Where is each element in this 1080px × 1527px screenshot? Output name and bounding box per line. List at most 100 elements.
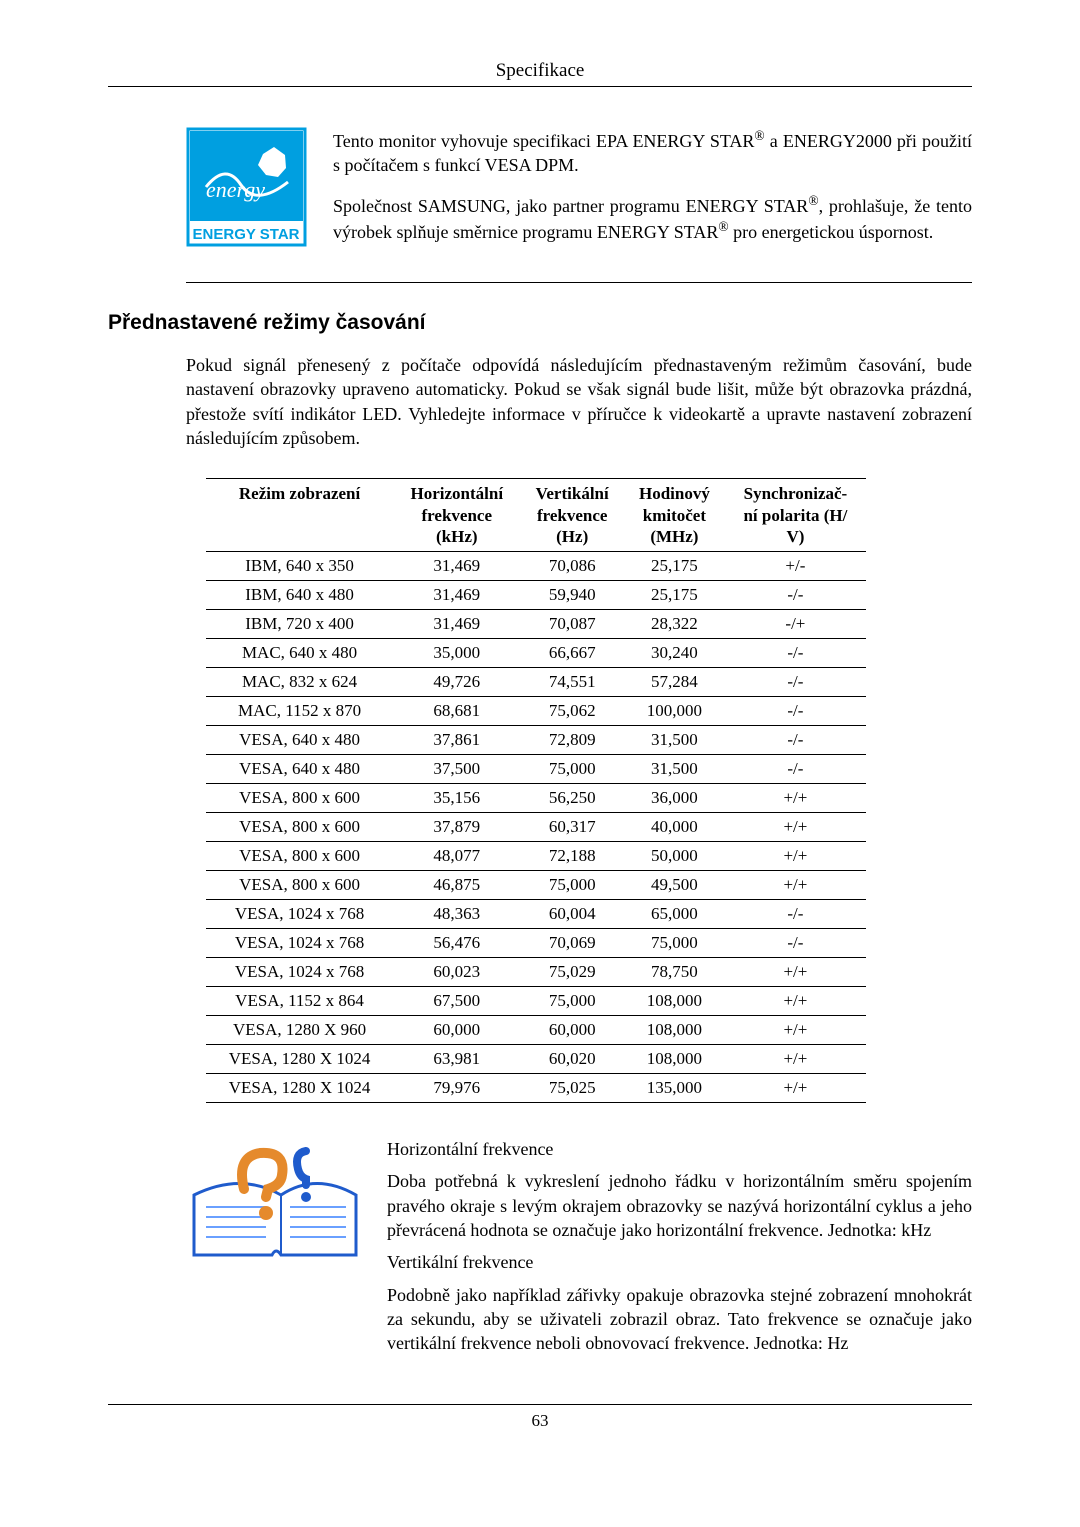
- table-col-header: Hodinovýkmitočet(MHz): [624, 479, 725, 552]
- table-row: IBM, 640 x 48031,46959,94025,175-/-: [206, 581, 866, 610]
- table-cell: 72,809: [520, 726, 624, 755]
- table-cell: VESA, 1152 x 864: [206, 987, 393, 1016]
- table-row: MAC, 832 x 62449,72674,55157,284-/-: [206, 668, 866, 697]
- h-freq-body: Doba potřebná k vykreslení jednoho řádku…: [387, 1169, 972, 1242]
- table-row: VESA, 800 x 60037,87960,31740,000+/+: [206, 813, 866, 842]
- table-cell: 49,500: [624, 871, 725, 900]
- energy-star-text: Tento monitor vyhovuje specifikaci EPA E…: [333, 127, 972, 258]
- table-cell: 31,500: [624, 726, 725, 755]
- frequency-text: Horizontální frekvence Doba potřebná k v…: [387, 1137, 972, 1363]
- table-row: MAC, 640 x 48035,00066,66730,240-/-: [206, 639, 866, 668]
- table-cell: 50,000: [624, 842, 725, 871]
- table-cell: 135,000: [624, 1074, 725, 1103]
- table-cell: VESA, 1280 X 960: [206, 1016, 393, 1045]
- book-question-icon: [186, 1137, 361, 1267]
- table-cell: 75,000: [520, 987, 624, 1016]
- table-cell: 75,000: [624, 929, 725, 958]
- table-col-header: Horizontálnífrekvence(kHz): [393, 479, 520, 552]
- table-cell: -/-: [725, 726, 866, 755]
- table-cell: VESA, 1024 x 768: [206, 958, 393, 987]
- table-cell: 25,175: [624, 552, 725, 581]
- table-cell: IBM, 640 x 350: [206, 552, 393, 581]
- table-row: VESA, 1152 x 86467,50075,000108,000+/+: [206, 987, 866, 1016]
- table-cell: 67,500: [393, 987, 520, 1016]
- energy-para-2: Společnost SAMSUNG, jako partner program…: [333, 192, 972, 245]
- table-cell: 79,976: [393, 1074, 520, 1103]
- table-col-header: Režim zobrazení: [206, 479, 393, 552]
- table-cell: -/-: [725, 581, 866, 610]
- table-row: VESA, 800 x 60048,07772,18850,000+/+: [206, 842, 866, 871]
- table-cell: 31,469: [393, 552, 520, 581]
- table-cell: +/+: [725, 1016, 866, 1045]
- table-row: VESA, 1280 X 102479,97675,025135,000+/+: [206, 1074, 866, 1103]
- v-freq-body: Podobně jako například zářivky opakuje o…: [387, 1283, 972, 1356]
- v-freq-title: Vertikální frekvence: [387, 1250, 972, 1274]
- h-freq-title: Horizontální frekvence: [387, 1137, 972, 1161]
- table-cell: 70,087: [520, 610, 624, 639]
- table-cell: +/+: [725, 871, 866, 900]
- table-cell: 37,500: [393, 755, 520, 784]
- svg-text:energy: energy: [206, 177, 265, 202]
- table-cell: +/+: [725, 813, 866, 842]
- table-cell: MAC, 1152 x 870: [206, 697, 393, 726]
- table-cell: +/-: [725, 552, 866, 581]
- table-cell: 48,363: [393, 900, 520, 929]
- table-cell: 108,000: [624, 987, 725, 1016]
- energy-star-logo: energy ENERGY STAR: [186, 127, 307, 247]
- table-cell: 65,000: [624, 900, 725, 929]
- table-cell: 68,681: [393, 697, 520, 726]
- table-cell: 75,000: [520, 755, 624, 784]
- table-row: VESA, 640 x 48037,86172,80931,500-/-: [206, 726, 866, 755]
- table-cell: 25,175: [624, 581, 725, 610]
- table-cell: 75,029: [520, 958, 624, 987]
- table-cell: 60,004: [520, 900, 624, 929]
- table-cell: 46,875: [393, 871, 520, 900]
- table-cell: 75,000: [520, 871, 624, 900]
- table-cell: 60,317: [520, 813, 624, 842]
- table-cell: VESA, 1280 X 1024: [206, 1074, 393, 1103]
- table-row: VESA, 800 x 60035,15656,25036,000+/+: [206, 784, 866, 813]
- table-cell: 60,023: [393, 958, 520, 987]
- table-cell: 37,879: [393, 813, 520, 842]
- table-cell: 108,000: [624, 1045, 725, 1074]
- table-cell: +/+: [725, 784, 866, 813]
- table-cell: VESA, 1024 x 768: [206, 900, 393, 929]
- table-cell: 49,726: [393, 668, 520, 697]
- table-row: VESA, 1024 x 76860,02375,02978,750+/+: [206, 958, 866, 987]
- section-intro: Pokud signál přenesený z počítače odpoví…: [186, 353, 972, 450]
- table-row: MAC, 1152 x 87068,68175,062100,000-/-: [206, 697, 866, 726]
- table-cell: 31,469: [393, 610, 520, 639]
- table-cell: 66,667: [520, 639, 624, 668]
- table-cell: 70,086: [520, 552, 624, 581]
- table-cell: 31,469: [393, 581, 520, 610]
- table-row: VESA, 1280 X 96060,00060,000108,000+/+: [206, 1016, 866, 1045]
- table-cell: 108,000: [624, 1016, 725, 1045]
- table-cell: 60,000: [520, 1016, 624, 1045]
- table-cell: 75,025: [520, 1074, 624, 1103]
- table-cell: 78,750: [624, 958, 725, 987]
- table-cell: 28,322: [624, 610, 725, 639]
- table-cell: -/-: [725, 900, 866, 929]
- table-cell: 56,250: [520, 784, 624, 813]
- table-row: VESA, 1024 x 76848,36360,00465,000-/-: [206, 900, 866, 929]
- table-cell: 70,069: [520, 929, 624, 958]
- table-cell: +/+: [725, 1074, 866, 1103]
- table-cell: -/-: [725, 639, 866, 668]
- table-cell: VESA, 800 x 600: [206, 842, 393, 871]
- table-cell: 75,062: [520, 697, 624, 726]
- svg-text:ENERGY STAR: ENERGY STAR: [193, 226, 300, 243]
- table-cell: 59,940: [520, 581, 624, 610]
- table-cell: 35,156: [393, 784, 520, 813]
- table-cell: +/+: [725, 842, 866, 871]
- table-row: IBM, 640 x 35031,46970,08625,175+/-: [206, 552, 866, 581]
- table-cell: VESA, 800 x 600: [206, 871, 393, 900]
- table-row: VESA, 1280 X 102463,98160,020108,000+/+: [206, 1045, 866, 1074]
- table-cell: +/+: [725, 987, 866, 1016]
- table-cell: MAC, 640 x 480: [206, 639, 393, 668]
- table-cell: 30,240: [624, 639, 725, 668]
- table-cell: VESA, 640 x 480: [206, 755, 393, 784]
- table-cell: 37,861: [393, 726, 520, 755]
- table-cell: 40,000: [624, 813, 725, 842]
- energy-star-section: energy ENERGY STAR Tento monitor vyhovuj…: [186, 127, 972, 283]
- table-cell: -/-: [725, 929, 866, 958]
